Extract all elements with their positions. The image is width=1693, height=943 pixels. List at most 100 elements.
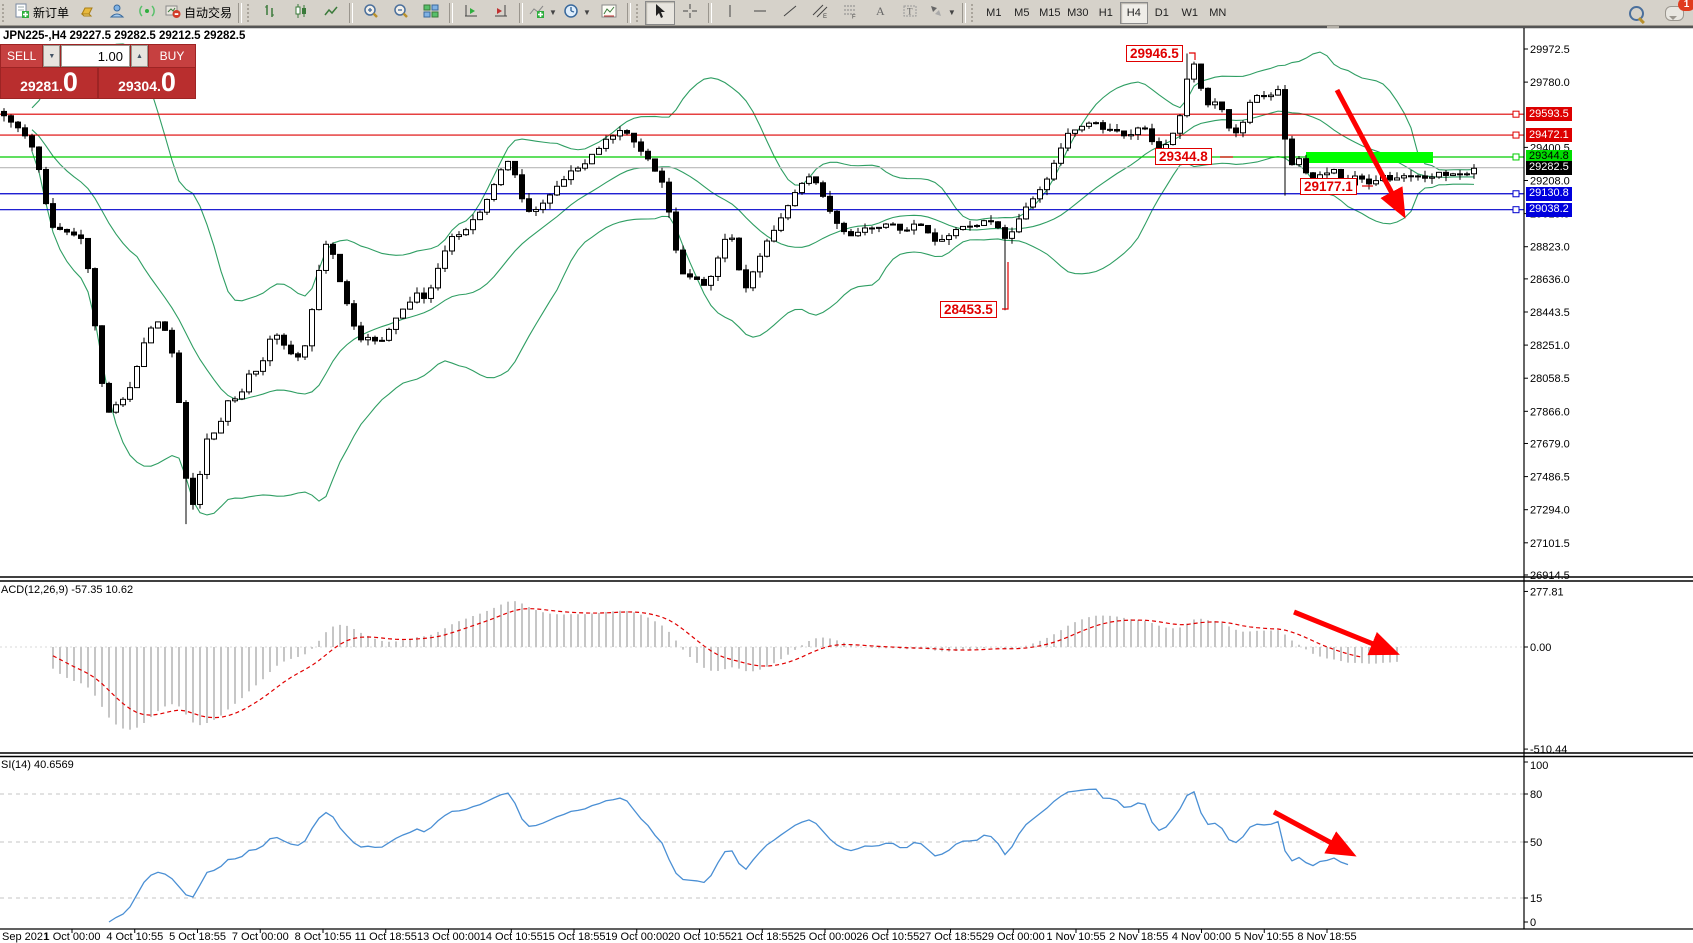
green-highlight-zone (1306, 152, 1433, 163)
candle (1212, 101, 1218, 106)
zoom-in-button[interactable] (356, 1, 386, 25)
zoom-out-button[interactable] (386, 1, 416, 25)
candle (750, 271, 756, 289)
arrows-tool-button[interactable]: ▼ (925, 1, 959, 25)
search-button[interactable] (1621, 1, 1651, 25)
level-end-marker (1512, 153, 1520, 161)
buy-price[interactable]: 29304. 0 (99, 68, 195, 98)
timeframe-button-H4[interactable]: H4 (1119, 1, 1148, 24)
candle (1261, 95, 1267, 98)
chart-shift-button[interactable] (486, 1, 516, 25)
timeframe-button-M30[interactable]: M30 (1067, 6, 1089, 19)
volume-input[interactable] (61, 45, 130, 67)
candle (85, 237, 91, 270)
timeframe-button-M5[interactable]: M5 (1014, 6, 1030, 19)
notifications-button[interactable]: 1 (1659, 0, 1693, 25)
axis-tick-label: 29780.0 (1530, 77, 1570, 89)
equidistant-channel-tool-button[interactable]: E (805, 1, 835, 25)
main-price-pane (0, 43, 1524, 525)
tile-windows-button[interactable] (416, 1, 446, 25)
community-button[interactable] (102, 1, 132, 25)
trend-arrow (1293, 609, 1400, 656)
callout-leader-line (1002, 262, 1009, 310)
templates-icon (601, 3, 617, 22)
price-callout[interactable]: 29946.5 (1126, 45, 1183, 62)
one-click-trading-panel: SELL ▼ ▲ BUY 29281.0 29304.0 (0, 44, 196, 99)
candle (372, 336, 378, 342)
axis-tick-label: 80 (1530, 789, 1542, 801)
chevron-down-icon: ▼ (549, 8, 557, 17)
price-callout[interactable]: 28453.5 (940, 301, 997, 318)
auto-scroll-button[interactable] (456, 1, 486, 25)
fibonacci-tool-button[interactable]: F (835, 1, 865, 25)
candle (190, 477, 196, 505)
candle (855, 231, 861, 237)
candle (1002, 227, 1008, 239)
timeframe-button-W1[interactable]: W1 (1181, 6, 1199, 19)
axis-tick-label: 28823.0 (1530, 242, 1570, 254)
horizontal-line-tool-button[interactable] (745, 1, 775, 25)
timeframe-button-MN[interactable]: MN (1209, 6, 1227, 19)
candle (323, 243, 329, 271)
candle (239, 391, 245, 400)
text-label-tool-button[interactable]: T (895, 1, 925, 25)
axis-tick-label: 29972.5 (1530, 44, 1570, 56)
cursor-icon (652, 3, 668, 22)
new-order-button[interactable]: 新订单 (11, 1, 72, 25)
candlestick-button[interactable] (286, 1, 316, 25)
candle (316, 269, 322, 311)
buy-button[interactable]: BUY (149, 45, 195, 67)
volume-decrease-button[interactable]: ▼ (43, 45, 61, 67)
rsi-pane (108, 788, 1349, 923)
periods-button[interactable]: ▼ (560, 1, 594, 25)
timeframe-button-D1[interactable]: D1 (1154, 6, 1169, 19)
new-order-label: 新订单 (33, 6, 70, 20)
timeframe-button-H1[interactable]: H1 (1098, 6, 1113, 19)
vertical-line-icon (722, 3, 738, 22)
candle (820, 182, 826, 197)
timeframe-button-M1[interactable]: M1 (986, 6, 1002, 19)
candle (435, 267, 441, 289)
notification-badge: 1 (1678, 0, 1693, 11)
candle (694, 276, 700, 280)
candle (757, 255, 763, 273)
price-callout[interactable]: 29344.8 (1155, 148, 1212, 165)
text-tool-button[interactable]: A (865, 1, 895, 25)
level-price-badge: 29472.1 (1526, 128, 1572, 143)
toolbar-grip[interactable] (970, 3, 978, 22)
toolbar-grip[interactable] (2, 3, 9, 22)
gold-button[interactable] (72, 1, 102, 25)
timeframe-button-M15[interactable]: M15 (1039, 6, 1061, 19)
crosshair-icon (682, 3, 698, 22)
sell-button[interactable]: SELL (1, 45, 43, 67)
candle (1366, 178, 1372, 185)
trendline-tool-button[interactable] (775, 1, 805, 25)
candle (1142, 127, 1148, 130)
sell-price[interactable]: 29281. 0 (1, 68, 97, 98)
candle (92, 268, 98, 327)
candle (904, 229, 910, 232)
volume-increase-button[interactable]: ▲ (131, 45, 148, 67)
signal-button[interactable] (132, 1, 162, 25)
vertical-line-tool-button[interactable] (715, 1, 745, 25)
line-chart-button[interactable] (316, 1, 346, 25)
toolbar-grip[interactable] (247, 3, 254, 22)
candle (351, 303, 357, 327)
crosshair-tool-button[interactable] (675, 1, 705, 25)
price-callout[interactable]: 29177.1 (1300, 178, 1357, 195)
candle (680, 249, 686, 275)
cursor-tool-button[interactable] (644, 0, 675, 25)
candle (43, 169, 49, 205)
candle (1135, 127, 1141, 136)
candle (183, 402, 189, 479)
indicators-button[interactable]: ▼ (526, 1, 560, 25)
toolbar-grip[interactable] (635, 3, 643, 22)
level-end-marker (1512, 110, 1520, 118)
candle (911, 223, 917, 231)
candle (134, 366, 140, 389)
rsi-line (108, 788, 1349, 923)
autotrade-button[interactable]: 自动交易 (162, 1, 235, 25)
bar-chart-button[interactable] (256, 1, 286, 25)
templates-button[interactable] (594, 1, 624, 25)
